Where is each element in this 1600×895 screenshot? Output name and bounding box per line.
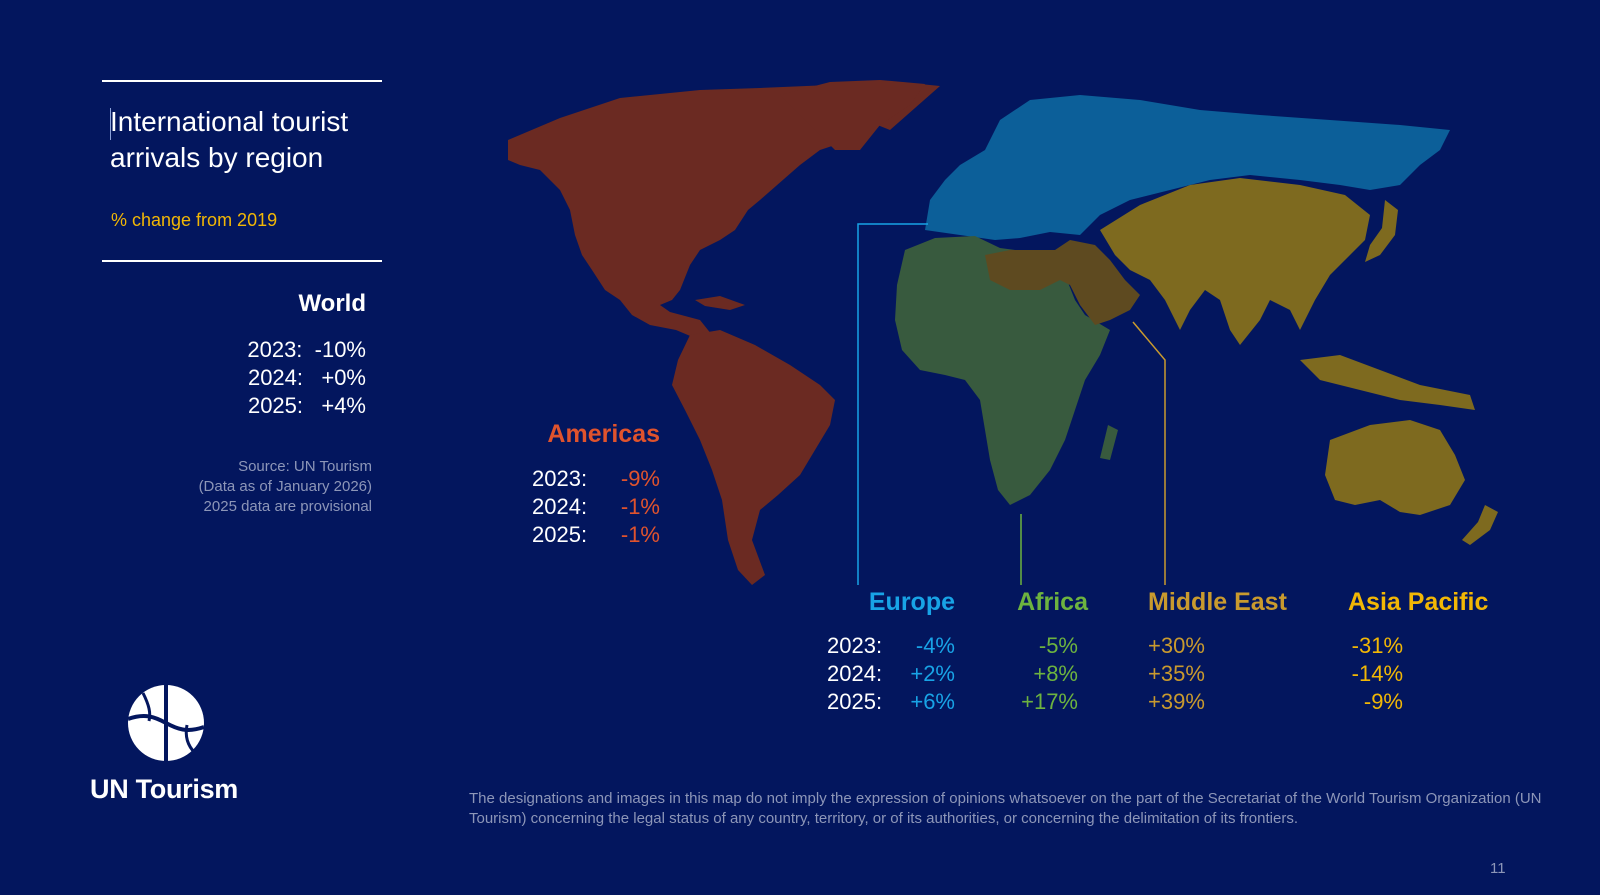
- page-number: 11: [1490, 860, 1506, 877]
- middle-east-value: +39%: [1148, 689, 1205, 714]
- africa-value: +17%: [1021, 689, 1078, 714]
- map-greenland: [780, 80, 925, 150]
- asia-pacific-label: Asia Pacific: [1348, 588, 1489, 616]
- asia-pacific-value: -9%: [1363, 689, 1403, 714]
- americas-label: Americas: [547, 420, 660, 448]
- map-region-americas-south: [672, 330, 835, 585]
- map-region-middle-east: [985, 240, 1140, 325]
- source-line: 2025 data are provisional: [203, 498, 372, 515]
- europe-values: -4% +2% +6%: [890, 632, 955, 716]
- africa-value: +8%: [1033, 661, 1078, 686]
- year-label: 2024:: [532, 494, 588, 519]
- map-japan: [1365, 200, 1398, 262]
- year-label: 2023:: [827, 633, 883, 658]
- map-se-asia: [1300, 355, 1475, 410]
- world-row: 2023: -10%: [247, 337, 366, 362]
- world-row: 2025: +4%: [247, 393, 366, 418]
- americas-years: 2023: 2024: 2025:: [532, 465, 592, 549]
- map-region-asia: [1100, 178, 1370, 345]
- europe-label: Europe: [868, 588, 955, 616]
- map-disclaimer: The designations and images in this map …: [469, 790, 1542, 827]
- middle-east-value: +30%: [1148, 633, 1205, 658]
- year-label: 2025:: [827, 689, 883, 714]
- source-note: Source: UN Tourism (Data as of January 2…: [102, 457, 372, 517]
- map-caribbean: [695, 296, 745, 310]
- americas-value: -1%: [620, 522, 660, 547]
- middle-east-value: +35%: [1148, 661, 1205, 686]
- year-label: 2025:: [532, 522, 588, 547]
- map-region-europe: [925, 95, 1450, 240]
- world-row: 2024: +0%: [247, 365, 366, 390]
- world-heading: World: [298, 290, 366, 317]
- top-rule: [102, 80, 382, 82]
- africa-label: Africa: [1017, 588, 1088, 616]
- map-madagascar: [1100, 425, 1118, 460]
- brand-name: UN Tourism: [90, 774, 239, 804]
- europe-value: +6%: [910, 689, 955, 714]
- map-new-zealand: [1462, 505, 1498, 545]
- map-australia: [1325, 420, 1465, 515]
- middle-east-leader-line: [1132, 321, 1166, 585]
- map-region-africa: [895, 236, 1110, 505]
- asia-pacific-value: -31%: [1351, 633, 1403, 658]
- europe-leader-line: [857, 223, 928, 585]
- americas-value: -9%: [620, 466, 660, 491]
- source-line: Source: UN Tourism: [238, 458, 372, 475]
- year-label: 2023:: [532, 466, 588, 491]
- africa-value: -5%: [1038, 633, 1078, 658]
- europe-value: +2%: [910, 661, 955, 686]
- middle-east-values: +30% +35% +39%: [1148, 632, 1218, 716]
- page-subtitle: % change from 2019: [111, 210, 278, 230]
- un-tourism-globe-icon: [127, 685, 205, 761]
- europe-value: -4%: [915, 633, 955, 658]
- bottom-rule: [102, 260, 382, 262]
- middle-east-label: Middle East: [1148, 588, 1287, 616]
- page-title: International tourist arrivals by region: [110, 106, 349, 173]
- world-values: 2023: -10% 2024: +0% 2025: +4%: [102, 336, 366, 420]
- text-cursor: [110, 108, 111, 140]
- europe-years: 2023: 2024: 2025:: [827, 632, 887, 716]
- americas-value: -1%: [620, 494, 660, 519]
- asia-pacific-values: -31% -14% -9%: [1338, 632, 1403, 716]
- source-line: (Data as of January 2026): [198, 478, 372, 495]
- asia-pacific-value: -14%: [1351, 661, 1403, 686]
- africa-values: -5% +8% +17%: [1008, 632, 1078, 716]
- americas-values: -9% -1% -1%: [600, 465, 660, 549]
- year-label: 2024:: [827, 661, 883, 686]
